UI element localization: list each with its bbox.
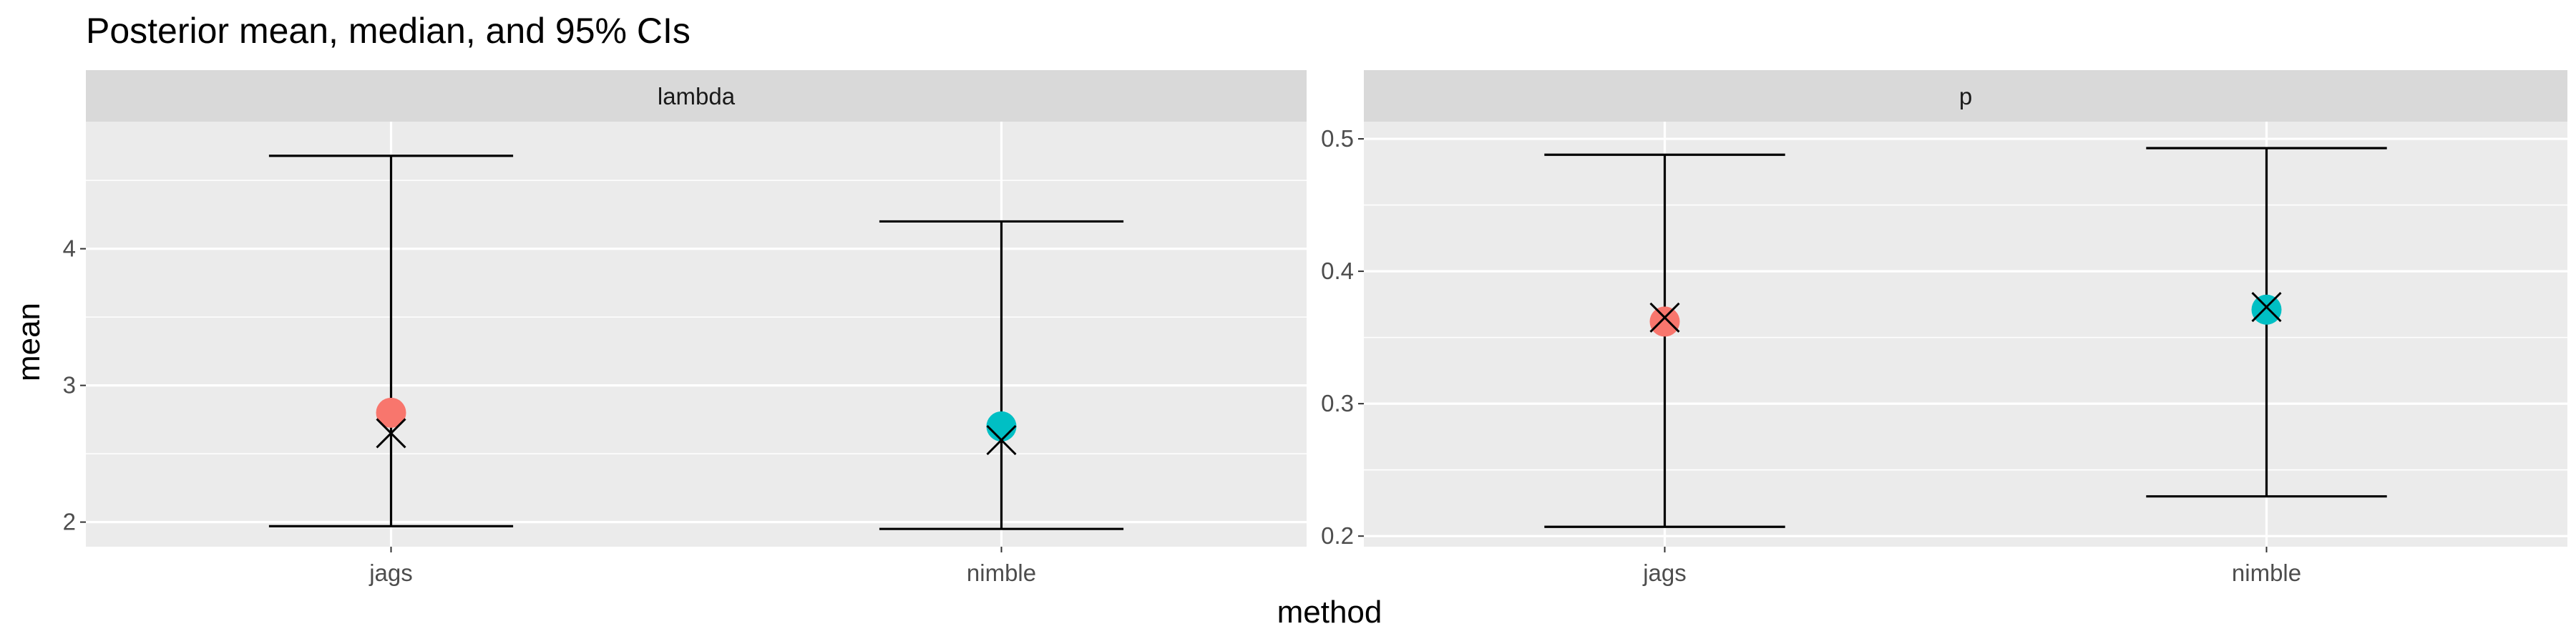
- facets: lambda 2 3 4 jags nimble p 0.2 0.3 0.4 0.5 jags nimb…: [63, 70, 2567, 586]
- x-tick-label: jags: [1642, 560, 1687, 586]
- facet-strip: [1364, 70, 2567, 122]
- median-marker-nimble: [2251, 292, 2282, 323]
- y-tick-label: 0.3: [1321, 390, 1354, 416]
- plot-panel: [1364, 122, 2567, 547]
- mean-point-nimble: [986, 411, 1017, 441]
- mean-point-jags: [376, 397, 406, 428]
- facet-p: p 0.2 0.3 0.4 0.5 jags nimble: [1321, 70, 2567, 586]
- y-axis-title: mean: [11, 303, 47, 381]
- median-marker-jags: [376, 418, 406, 449]
- x-tick-label: nimble: [2232, 560, 2301, 586]
- mean-point-jags: [1649, 306, 1680, 337]
- facet-strip: [86, 70, 1307, 122]
- y-tick-label: 2: [63, 509, 76, 535]
- x-tick-label: nimble: [967, 560, 1036, 586]
- y-tick-label: 4: [63, 235, 76, 262]
- facet-lambda: lambda 2 3 4 jags nimble: [63, 70, 1307, 586]
- facet-strip-label: p: [1959, 83, 1972, 109]
- y-tick-label: 3: [63, 372, 76, 399]
- y-tick-label: 0.5: [1321, 125, 1354, 152]
- y-tick-label: 0.2: [1321, 522, 1354, 549]
- mean-point-nimble: [2251, 294, 2282, 325]
- plot-panel: [86, 122, 1307, 547]
- median-marker-jags: [1649, 302, 1680, 333]
- facet-strip-label: lambda: [658, 83, 736, 109]
- x-axis-title: method: [1277, 595, 1382, 630]
- x-tick-label: jags: [369, 560, 413, 586]
- median-marker-nimble: [986, 424, 1017, 456]
- y-tick-label: 0.4: [1321, 258, 1354, 284]
- chart-title: Posterior mean, median, and 95% CIs: [86, 11, 691, 51]
